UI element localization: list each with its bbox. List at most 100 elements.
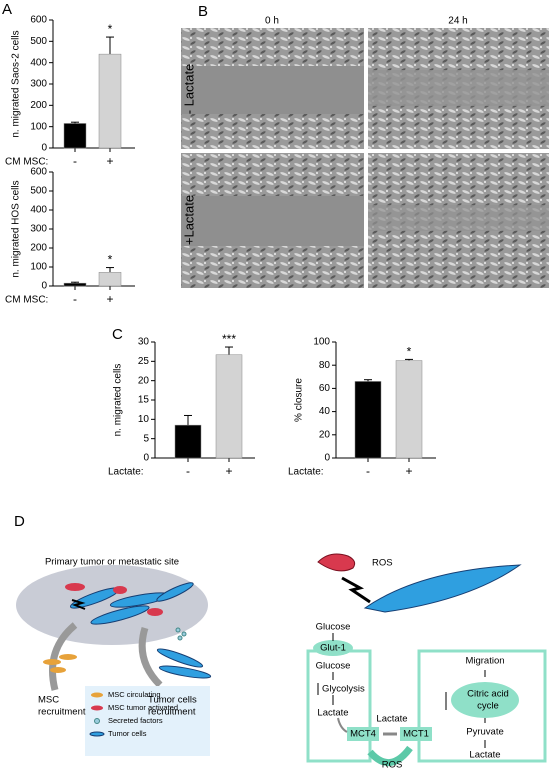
x-tick-label: + (225, 464, 232, 478)
diagram-label: ROS (372, 558, 393, 569)
micrographs (181, 28, 549, 288)
x-axis-label: CM MSC: (5, 157, 48, 168)
y-tick-label: 15 (138, 395, 150, 406)
diagram-label: MCT4 (350, 729, 376, 740)
legend-swatch (91, 692, 103, 698)
x-tick-label: - (366, 464, 370, 478)
diagram-label: Lactate (317, 708, 348, 719)
wound-gap (181, 196, 364, 246)
panel-label: D (14, 513, 25, 530)
arrow (49, 622, 78, 691)
legend-box (85, 686, 210, 756)
cell-box (417, 649, 547, 763)
bar (63, 282, 87, 287)
diagram-label: cycle (477, 701, 499, 712)
lightning (341, 576, 371, 604)
y-tick-label: 25 (138, 356, 150, 367)
secreted-factor (177, 635, 183, 641)
y-tick-label: 300 (30, 224, 47, 235)
bar (98, 272, 122, 287)
bar (215, 354, 243, 459)
lightning (71, 599, 86, 610)
tumor-cell (90, 605, 150, 625)
x-axis-label: CM MSC: (5, 295, 48, 306)
significance: *** (222, 332, 236, 346)
msc-activated (317, 553, 356, 572)
significance: * (108, 253, 113, 267)
x-axis-label: Lactate: (108, 467, 144, 478)
y-tick-label: 500 (30, 186, 47, 197)
y-tick-label: 0 (41, 143, 47, 154)
bar (98, 53, 122, 149)
wound-gap (181, 66, 364, 114)
diagram-label: Lactate (376, 714, 407, 725)
y-axis-label: n. migrated Saos-2 cells (11, 30, 22, 137)
diagram-label: MSC (38, 695, 59, 706)
y-axis-label: % closure (294, 378, 305, 422)
y-tick-label: 400 (30, 205, 47, 216)
x-tick-label: + (405, 464, 412, 478)
tumor-schematic (16, 565, 212, 756)
tumor-cell (156, 582, 194, 602)
diagram-label: Glut-1 (320, 643, 346, 654)
msc-activated (65, 583, 85, 591)
arrow (138, 626, 163, 688)
msc-circulating (43, 659, 61, 665)
row-label: - Lactate (181, 64, 196, 115)
legend-swatch (91, 705, 103, 711)
tumor-cell (156, 648, 204, 668)
ros-cycle (367, 745, 413, 766)
arrow (337, 717, 348, 733)
secreted-factor (181, 631, 187, 637)
wound-gap (368, 70, 549, 106)
y-tick-label: 500 (30, 36, 47, 47)
msc-circulating (59, 654, 77, 660)
y-tick-label: 100 (30, 262, 47, 273)
x-tick-label: + (106, 292, 113, 306)
legend-label: MSC circulating (108, 690, 161, 699)
bar (174, 424, 202, 459)
panel-label: A (2, 1, 12, 18)
msc-activated (147, 608, 163, 616)
y-tick-label: 200 (30, 243, 47, 254)
diagram-label: recruitment (148, 707, 196, 718)
y-tick-label: 400 (30, 57, 47, 68)
x-tick-label: - (73, 292, 77, 306)
y-tick-label: 0 (324, 453, 330, 464)
diagram-label: Migration (465, 656, 504, 667)
significance: * (407, 345, 412, 359)
mct4 (347, 727, 379, 741)
msc-activated (113, 586, 127, 594)
y-tick-label: 600 (30, 15, 47, 26)
y-tick-label: 0 (143, 453, 149, 464)
column-label: 0 h (265, 16, 279, 27)
glut1 (313, 640, 353, 656)
y-tick-label: 20 (319, 429, 331, 440)
y-tick-label: 20 (138, 375, 150, 386)
secreted-factor (175, 627, 181, 633)
metabolism-schematic (306, 553, 547, 766)
row-label: +Lactate (181, 195, 196, 245)
y-tick-label: 100 (313, 337, 330, 348)
y-tick-label: 100 (30, 121, 47, 132)
x-tick-label: + (106, 154, 113, 168)
diagram-label: Lactate (469, 750, 500, 761)
legend-swatch (94, 718, 100, 724)
y-tick-label: 10 (138, 414, 150, 425)
y-axis-label: n. migrated cells (113, 364, 124, 437)
y-tick-label: 600 (30, 167, 47, 178)
diagram-label: Glucose (316, 661, 351, 672)
bar (63, 123, 87, 149)
wound-gap (368, 205, 549, 231)
panel-label: C (112, 326, 123, 343)
y-tick-label: 0 (41, 281, 47, 292)
tumor-cell (158, 665, 212, 679)
significance: * (108, 22, 113, 36)
diagram-label: ROS (382, 760, 403, 771)
arrow (317, 633, 486, 748)
x-tick-label: - (73, 154, 77, 168)
bar (395, 360, 423, 459)
y-tick-label: 40 (319, 406, 331, 417)
panel-label: B (198, 3, 208, 20)
